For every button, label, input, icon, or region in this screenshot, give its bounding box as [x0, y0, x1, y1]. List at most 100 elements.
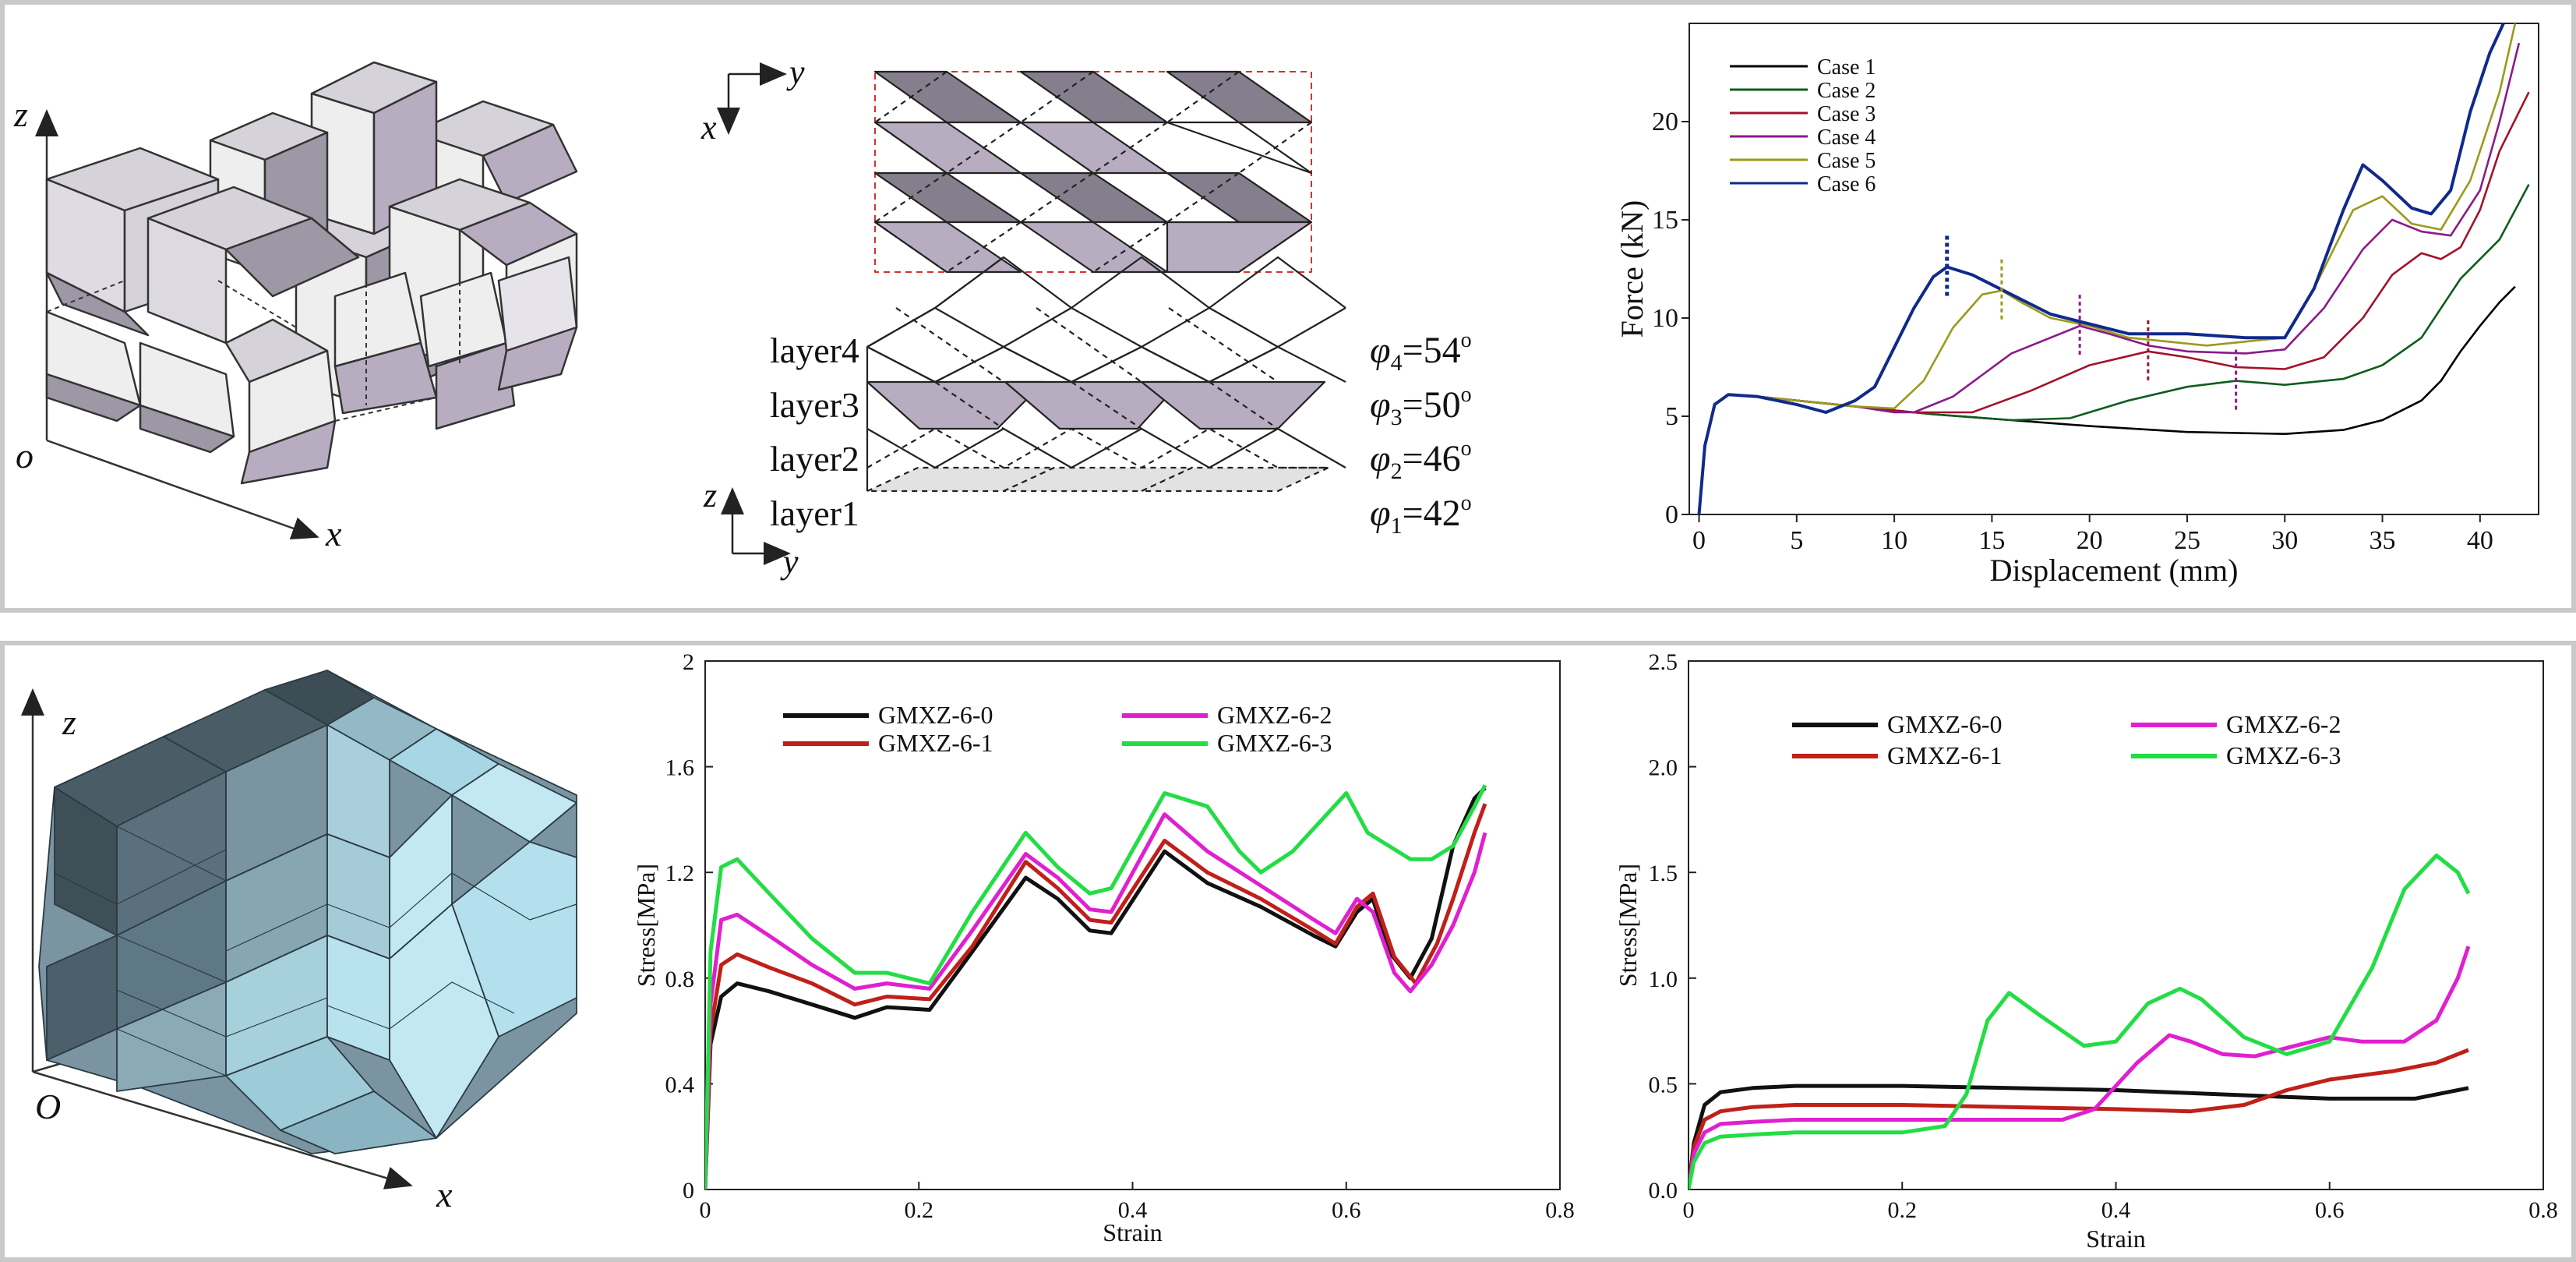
x-tick-label: 25 — [2174, 526, 2200, 555]
x-tick-label: 20 — [2077, 526, 2103, 555]
legend-label-4: GMXZ-6-3 — [2226, 741, 2341, 769]
y-tick-label: 1.6 — [665, 755, 695, 781]
axis-z-label-2: z — [703, 476, 717, 514]
y-tick-label: 2.0 — [1649, 755, 1678, 781]
zy-axes — [721, 487, 791, 565]
x-axis-label: Strain — [1103, 1218, 1162, 1246]
blue-cell-edges — [54, 794, 577, 1076]
y-tick-label: 1.0 — [1649, 967, 1678, 992]
y-tick-label: 2.5 — [1649, 649, 1678, 675]
series-line-4 — [1689, 854, 2471, 1190]
side-view — [866, 256, 1346, 493]
y-axis-label: Stress[MPa] — [1614, 864, 1642, 987]
y-tick-label: 2 — [683, 649, 694, 675]
plan-view — [873, 70, 1313, 274]
angle-label-1: φ1=42o — [1370, 491, 1472, 539]
axis-y-label-2: y — [780, 543, 799, 581]
layer-label-3: layer3 — [770, 385, 859, 425]
legend-label-6: Case 6 — [1817, 172, 1876, 196]
x-tick-label: 30 — [2271, 526, 2298, 555]
x-tick-label: 0 — [700, 1197, 711, 1223]
legend-label-2: GMXZ-6-1 — [878, 729, 993, 757]
y-tick-label: 0 — [1665, 500, 1678, 529]
x-tick-label: 15 — [1978, 526, 2005, 555]
y-tick-label: 15 — [1652, 206, 1678, 235]
x-tick-label: 0.2 — [1888, 1197, 1918, 1223]
series-line-2 — [1689, 1048, 2469, 1190]
top-iso-cells — [45, 61, 578, 485]
x-tick-label: 0.4 — [1118, 1197, 1148, 1223]
x-tick-label: 40 — [2467, 526, 2493, 555]
legend-label-1: GMXZ-6-0 — [1887, 710, 2003, 738]
legend-label-3: Case 3 — [1817, 102, 1876, 126]
legend-label-4: Case 4 — [1817, 125, 1876, 150]
x-tick-label: 0.6 — [2315, 1197, 2345, 1223]
bottom-iso-z-label: z — [62, 702, 76, 742]
axis-y-label: y — [786, 53, 805, 91]
axis-x-label: x — [700, 108, 717, 147]
y-tick-label: 0.5 — [1649, 1072, 1678, 1098]
top-iso-z-label: z — [13, 94, 28, 134]
angle-label-4: φ4=54o — [1370, 328, 1472, 376]
angle-label-2: φ2=46o — [1370, 437, 1472, 484]
series-line-3 — [1689, 946, 2471, 1190]
layer-label-1: layer1 — [770, 493, 859, 533]
layer-label-2: layer2 — [770, 439, 859, 479]
y-tick-label: 1.2 — [665, 861, 695, 886]
legend-label-5: Case 5 — [1817, 149, 1876, 173]
x-axis-label: Strain — [2086, 1225, 2145, 1253]
top-iso-origin-label: o — [16, 436, 34, 475]
x-tick-label: 0 — [1683, 1197, 1695, 1223]
y-tick-label: 0 — [683, 1178, 694, 1204]
angle-labels: φ4=54o φ3=50o φ2=46o φ1=42o — [1370, 328, 1472, 539]
series-line-1 — [1689, 1083, 2469, 1190]
series-line-2 — [705, 803, 1487, 1190]
y-axis-label: Stress[MPa] — [632, 864, 660, 987]
y-tick-label: 1.5 — [1649, 861, 1678, 886]
legend-label-2: Case 2 — [1817, 79, 1876, 103]
x-tick-label: 0.2 — [905, 1197, 934, 1223]
x-tick-label: 0.4 — [2101, 1197, 2131, 1223]
y-tick-label: 0.8 — [665, 967, 695, 992]
x-tick-label: 0 — [1692, 526, 1706, 555]
top-iso-figure: z x o — [13, 61, 578, 553]
top-iso-dashes — [46, 113, 461, 422]
legend-label-1: Case 1 — [1817, 55, 1876, 80]
series-line-6 — [1697, 23, 2505, 514]
bottom-iso-origin-label: O — [35, 1087, 61, 1126]
legend-label-3: GMXZ-6-2 — [2226, 710, 2341, 738]
layer-diagram: y x — [700, 53, 1472, 581]
legend-label-4: GMXZ-6-3 — [1217, 729, 1332, 757]
layer-label-4: layer4 — [770, 331, 859, 370]
y-axis-label: Force (kN) — [1614, 200, 1650, 338]
series-line-4 — [705, 784, 1487, 1190]
top-iso-x-label: x — [325, 514, 342, 553]
x-tick-label: 10 — [1881, 526, 1907, 555]
legend-label-1: GMXZ-6-0 — [878, 701, 993, 729]
x-tick-label: 0.8 — [1545, 1197, 1575, 1223]
xy-axes — [717, 62, 787, 135]
legend-label-2: GMXZ-6-1 — [1887, 741, 2003, 769]
legend-label-3: GMXZ-6-2 — [1217, 701, 1332, 729]
blue-honeycomb — [38, 670, 577, 1154]
series-line-5 — [1698, 23, 2517, 514]
plot-frame — [1689, 23, 2539, 515]
y-tick-label: 10 — [1652, 304, 1678, 333]
x-tick-label: 35 — [2370, 526, 2396, 555]
series-line-3 — [705, 812, 1487, 1190]
y-tick-label: 0.0 — [1649, 1178, 1678, 1204]
layer-labels: layer4 layer3 layer2 layer1 — [770, 331, 859, 533]
bottom-iso-x-label: x — [436, 1175, 453, 1214]
x-tick-label: 0.6 — [1332, 1197, 1361, 1223]
angle-label-3: φ3=50o — [1370, 383, 1472, 430]
y-tick-label: 20 — [1652, 108, 1678, 136]
y-tick-label: 0.4 — [665, 1072, 695, 1098]
y-tick-label: 5 — [1665, 402, 1678, 431]
x-tick-label: 0.8 — [2528, 1197, 2558, 1223]
x-tick-label: 5 — [1790, 526, 1803, 555]
x-axis-label: Displacement (mm) — [1990, 553, 2239, 588]
